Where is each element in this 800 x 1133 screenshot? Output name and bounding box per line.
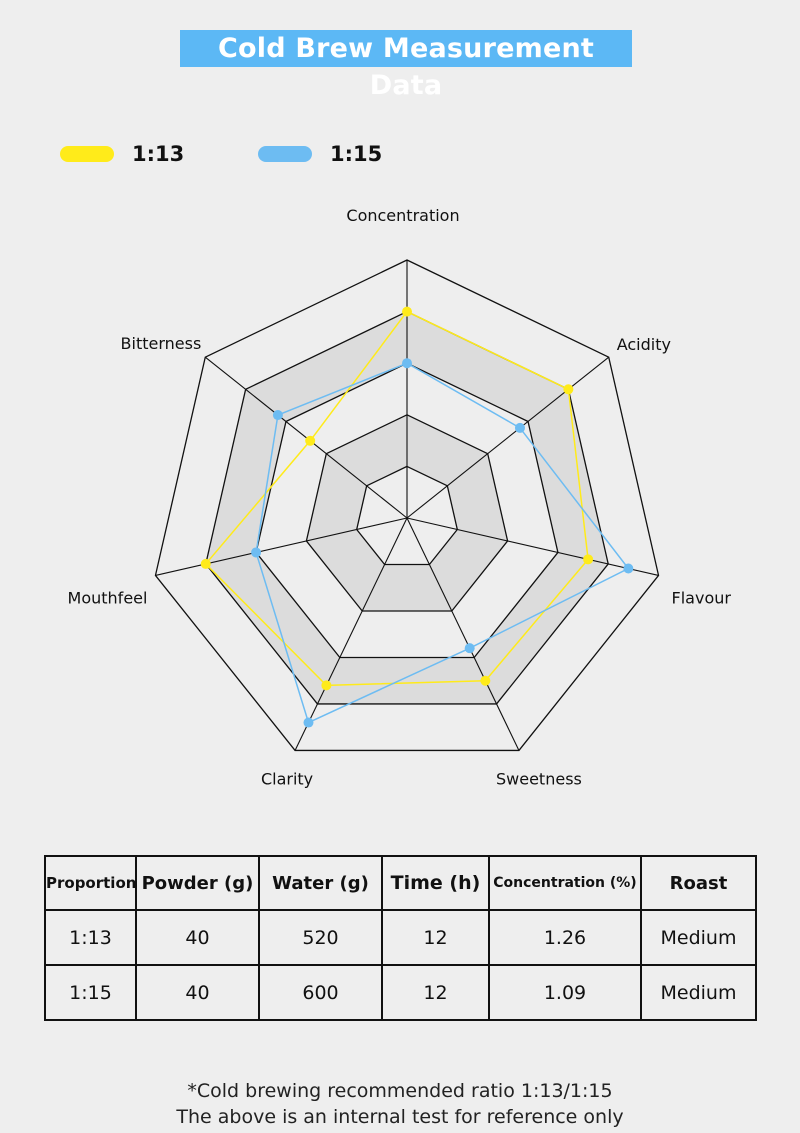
table-cell: 12: [381, 964, 490, 1021]
data-point: [305, 435, 316, 446]
axis-label: Mouthfeel: [68, 588, 148, 607]
table-cell: 40: [135, 909, 260, 966]
data-point: [623, 563, 634, 574]
table-row: 1:13 40 520 12 1.26 Medium: [44, 909, 757, 966]
data-point: [464, 643, 475, 654]
legend-item-1-15: 1:15: [258, 140, 382, 168]
table-cell: 600: [258, 964, 383, 1021]
table-cell: Medium: [640, 909, 757, 966]
table-header-row: Proportion Powder (g) Water (g) Time (h)…: [44, 855, 757, 911]
data-point: [480, 675, 491, 686]
data-point: [583, 554, 594, 565]
column-header-concentration: Concentration (%): [488, 855, 642, 911]
footnote-line: *Cold brewing recommended ratio 1:13/1:1…: [187, 1080, 613, 1102]
data-point: [402, 358, 412, 369]
table-cell: Medium: [640, 964, 757, 1021]
grid-spoke: [406, 517, 659, 576]
legend-label: 1:13: [132, 142, 185, 166]
grid-spoke: [204, 356, 408, 519]
table-cell: 1:13: [44, 909, 137, 966]
column-header-proportion: Proportion: [44, 855, 137, 911]
series-line: [255, 362, 630, 724]
measurement-table: Proportion Powder (g) Water (g) Time (h)…: [44, 855, 757, 1021]
axis-label: Clarity: [261, 769, 313, 788]
data-point: [303, 717, 314, 728]
table-cell: 1:15: [44, 964, 137, 1021]
table-row: 1:15 40 600 12 1.09 Medium: [44, 964, 757, 1021]
footnote-line: The above is an internal test for refere…: [176, 1106, 624, 1128]
table-cell: 1.09: [488, 964, 642, 1021]
grid-spoke: [406, 517, 520, 751]
legend-swatch-yellow: [60, 146, 114, 162]
series-line: [204, 310, 589, 687]
axis-label: Bitterness: [121, 334, 202, 353]
axis-label: Flavour: [672, 588, 732, 607]
axis-label: Concentration: [346, 206, 459, 225]
page-title: Cold Brew Measurement Data: [180, 30, 632, 101]
data-point: [563, 384, 574, 395]
table-cell: 1.26: [488, 909, 642, 966]
table-cell: 12: [381, 909, 490, 966]
radar-chart: Concentration Acidity Flavour Sweetness Clar…: [68, 206, 732, 788]
footnote: *Cold brewing recommended ratio 1:13/1:1…: [0, 1078, 800, 1130]
legend-swatch-blue: [258, 146, 312, 162]
grid-spoke: [294, 517, 408, 751]
axis-label: Acidity: [617, 335, 671, 354]
column-header-roast: Roast: [640, 855, 757, 911]
data-point: [514, 422, 525, 433]
data-point: [251, 547, 262, 558]
grid-spoke: [406, 356, 610, 519]
data-point: [200, 558, 211, 569]
grid-spoke: [155, 517, 408, 576]
axis-label: Sweetness: [496, 769, 582, 788]
column-header-water: Water (g): [258, 855, 383, 911]
data-point: [402, 306, 412, 317]
legend-label: 1:15: [330, 142, 383, 166]
data-point: [272, 410, 283, 421]
data-point: [321, 680, 332, 691]
legend-item-1-13: 1:13: [60, 140, 184, 168]
table-cell: 40: [135, 964, 260, 1021]
column-header-powder: Powder (g): [135, 855, 260, 911]
table-cell: 520: [258, 909, 383, 966]
column-header-time: Time (h): [381, 855, 490, 911]
